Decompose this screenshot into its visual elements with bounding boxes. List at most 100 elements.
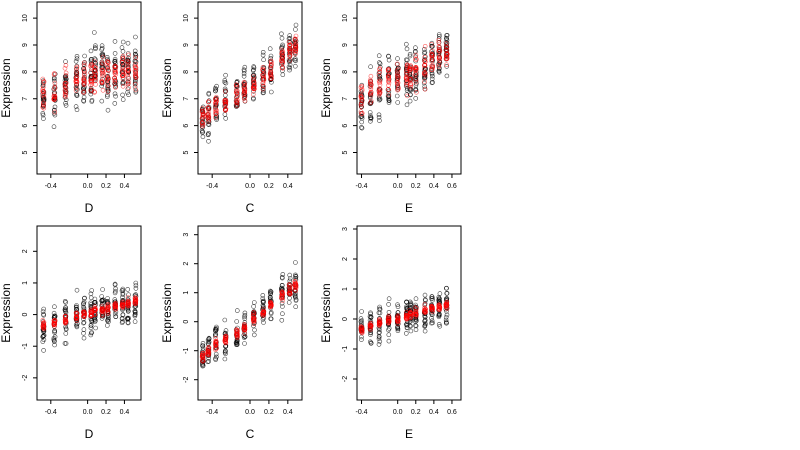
data-point xyxy=(293,46,299,51)
data-point xyxy=(40,334,46,340)
y-tick-label: -1 xyxy=(342,346,349,352)
data-point xyxy=(242,89,247,95)
data-point xyxy=(125,58,130,64)
data-point xyxy=(241,326,247,332)
data-point xyxy=(377,74,383,79)
data-point xyxy=(234,91,240,97)
data-point xyxy=(52,330,57,335)
data-point xyxy=(223,348,228,354)
data-point xyxy=(279,300,285,306)
data-point xyxy=(437,304,442,309)
data-point xyxy=(368,321,374,326)
data-point xyxy=(287,286,293,292)
data-point xyxy=(206,91,212,97)
data-point xyxy=(200,130,205,135)
data-point xyxy=(437,304,443,310)
x-tick-label: 0.0 xyxy=(83,183,93,190)
data-point xyxy=(421,65,427,71)
y-tick-label: 9 xyxy=(342,43,349,47)
data-point xyxy=(62,92,68,98)
data-point xyxy=(408,302,413,308)
data-point xyxy=(82,72,87,78)
data-point xyxy=(430,306,435,312)
data-point xyxy=(92,296,98,302)
y-tick-label: 7 xyxy=(183,97,190,101)
data-point xyxy=(394,318,400,324)
data-point xyxy=(81,75,86,81)
data-point xyxy=(105,107,111,113)
data-point xyxy=(63,341,69,346)
data-point xyxy=(113,286,118,292)
data-point xyxy=(376,96,382,101)
data-point xyxy=(88,78,93,83)
data-point xyxy=(261,90,266,95)
data-point xyxy=(359,104,365,110)
data-point xyxy=(112,77,118,83)
data-point xyxy=(430,73,435,79)
data-point xyxy=(112,91,118,97)
data-point xyxy=(261,309,267,315)
data-point xyxy=(385,315,391,320)
data-point xyxy=(73,322,79,327)
data-point xyxy=(206,345,212,350)
data-point xyxy=(89,288,94,293)
data-point xyxy=(407,53,413,59)
data-point xyxy=(200,340,206,346)
data-point xyxy=(279,290,285,296)
data-point xyxy=(413,76,419,82)
data-point xyxy=(213,115,218,120)
data-point xyxy=(252,332,257,338)
data-point xyxy=(99,60,105,66)
x-tick-label: 0.0 xyxy=(393,409,403,416)
data-point xyxy=(436,43,442,49)
data-point xyxy=(280,42,285,48)
data-point xyxy=(223,80,229,86)
data-point xyxy=(422,49,428,55)
y-tick-label: -1 xyxy=(22,343,29,349)
data-point xyxy=(250,313,256,318)
data-point xyxy=(359,125,365,131)
data-point xyxy=(429,294,435,300)
data-point xyxy=(436,45,442,50)
data-point xyxy=(376,112,382,118)
data-point xyxy=(125,78,131,84)
data-point xyxy=(407,67,413,72)
data-point xyxy=(395,61,400,67)
data-point xyxy=(52,78,57,84)
data-point xyxy=(377,118,382,123)
x-tick-label: -0.4 xyxy=(355,409,367,416)
data-point xyxy=(279,45,284,50)
data-point xyxy=(125,81,131,87)
y-tick-label: 6 xyxy=(342,124,349,128)
data-point xyxy=(413,79,419,85)
data-point xyxy=(280,304,285,309)
data-point xyxy=(125,90,130,95)
data-point xyxy=(206,122,212,127)
data-point xyxy=(126,315,131,321)
y-tick-label: 2 xyxy=(342,257,349,261)
data-point xyxy=(112,75,117,81)
data-point xyxy=(413,54,418,60)
x-tick-label: -0.4 xyxy=(45,183,57,190)
series-black-points xyxy=(358,285,450,347)
data-point xyxy=(105,58,111,64)
data-point xyxy=(234,332,240,338)
data-point xyxy=(430,80,435,85)
data-point xyxy=(105,65,110,70)
x-tick-label: 0.4 xyxy=(283,409,293,416)
y-tick-label: 6 xyxy=(183,124,190,128)
data-point xyxy=(200,351,206,357)
data-point xyxy=(241,79,247,85)
data-point xyxy=(62,95,68,100)
data-point xyxy=(125,62,131,68)
data-point xyxy=(444,62,449,67)
data-point xyxy=(430,320,435,326)
data-point xyxy=(386,92,392,98)
data-point xyxy=(443,314,449,320)
data-point xyxy=(267,299,273,305)
x-tick-label: 0.0 xyxy=(245,409,255,416)
data-point xyxy=(74,56,80,62)
data-point xyxy=(51,71,57,76)
data-point xyxy=(395,328,401,334)
data-point xyxy=(213,336,218,341)
